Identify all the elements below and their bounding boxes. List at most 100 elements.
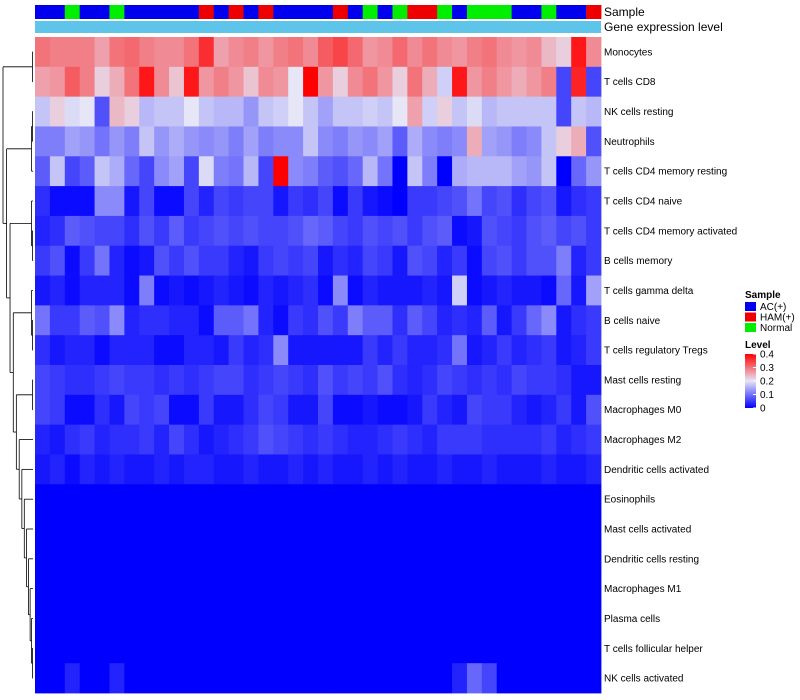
heatmap-cell	[228, 424, 244, 455]
heatmap-cell	[511, 484, 527, 515]
heatmap-cell	[556, 543, 572, 575]
heatmap-cell	[243, 633, 259, 664]
heatmap-cell	[258, 186, 274, 217]
heatmap-cell	[109, 484, 125, 515]
heatmap-cell	[213, 156, 230, 187]
row-label: T cells CD4 memory resting	[604, 167, 727, 178]
heatmap-cell	[258, 96, 274, 127]
heatmap-cell	[213, 394, 230, 426]
heatmap-cell	[437, 37, 453, 68]
heatmap-cell	[541, 215, 557, 247]
heatmap-cell	[586, 484, 602, 515]
sample-cell	[154, 5, 170, 19]
heatmap-cell	[556, 305, 572, 336]
heatmap-cell	[392, 96, 408, 127]
heatmap-cell	[154, 663, 170, 694]
heatmap-cell	[318, 275, 334, 306]
heatmap-cell	[481, 126, 498, 157]
heatmap-cell	[377, 663, 393, 694]
heatmap-cell	[169, 543, 185, 575]
heatmap-cell	[422, 37, 438, 68]
heatmap-cell	[79, 66, 95, 98]
heatmap-cell	[318, 454, 334, 485]
heatmap-cell	[541, 424, 557, 455]
heatmap-cell	[437, 454, 453, 485]
heatmap-cell	[481, 37, 498, 68]
heatmap-cell	[139, 663, 155, 694]
heatmap-cell	[407, 186, 423, 217]
sample-cell	[288, 5, 304, 19]
heatmap-cell	[481, 245, 498, 276]
heatmap-cell	[94, 305, 110, 336]
heatmap-cell	[49, 126, 66, 157]
heatmap-cell	[79, 543, 95, 575]
heatmap-cell	[466, 305, 483, 336]
heatmap-cell	[466, 66, 483, 98]
heatmap-cell	[332, 663, 349, 694]
row-label: T cells CD8	[604, 77, 656, 88]
heatmap-cell	[347, 365, 364, 396]
heatmap-cell	[407, 335, 423, 366]
heatmap-cell	[169, 484, 185, 515]
heatmap-cell	[139, 633, 155, 664]
heatmap-cell	[228, 37, 244, 68]
heatmap-cell	[124, 543, 140, 575]
heatmap-cell	[198, 573, 215, 604]
sample-cell	[571, 5, 587, 19]
heatmap-cell	[273, 424, 289, 455]
row-label: Mast cells activated	[604, 525, 691, 536]
heatmap-cell	[124, 573, 140, 604]
sample-annotation-label: Sample	[604, 5, 645, 19]
sample-cell	[198, 5, 215, 19]
heatmap-cell	[109, 454, 125, 485]
heatmap-cell	[198, 454, 215, 485]
heatmap-cell	[35, 126, 51, 157]
heatmap-cell	[377, 603, 393, 634]
heatmap-cell	[377, 96, 393, 127]
row-dendrogram	[2, 51, 33, 679]
heatmap-cell	[362, 394, 378, 426]
heatmap-cell	[243, 37, 259, 68]
heatmap-cell	[273, 603, 289, 634]
heatmap-cell	[422, 126, 438, 157]
heatmap-cell	[347, 186, 364, 217]
heatmap-cell	[183, 335, 200, 366]
heatmap-cell	[332, 633, 349, 664]
heatmap-cell	[228, 484, 244, 515]
heatmap-cell	[213, 305, 230, 336]
heatmap-cell	[571, 215, 587, 247]
heatmap-cell	[332, 96, 349, 127]
heatmap-cell	[228, 96, 244, 127]
heatmap-cell	[332, 484, 349, 515]
heatmap-cell	[526, 156, 542, 187]
heatmap-cell	[288, 394, 304, 426]
expression-annotation-bar	[35, 21, 601, 33]
heatmap-cell	[213, 454, 230, 485]
heatmap-cell	[258, 335, 274, 366]
heatmap-cell	[586, 96, 602, 127]
heatmap-cell	[377, 454, 393, 485]
heatmap-cell	[273, 66, 289, 98]
heatmap-cell	[35, 275, 51, 306]
heatmap-cell	[466, 156, 483, 187]
heatmap-cell	[154, 365, 170, 396]
heatmap-cell	[258, 663, 274, 694]
heatmap-cell	[258, 603, 274, 634]
heatmap-cell	[303, 215, 319, 247]
heatmap-cell	[94, 275, 110, 306]
heatmap-cell	[124, 335, 140, 366]
heatmap-cell	[422, 454, 438, 485]
legend-level-title: Level	[745, 340, 771, 351]
heatmap-cell	[64, 603, 81, 634]
heatmap-cell	[35, 394, 51, 426]
heatmap-cell	[437, 275, 453, 306]
heatmap-cell	[228, 156, 244, 187]
heatmap-cell	[64, 37, 81, 68]
heatmap-cell	[288, 663, 304, 694]
row-label: Dendritic cells resting	[604, 554, 699, 565]
heatmap-cell	[183, 663, 200, 694]
heatmap-cell	[526, 275, 542, 306]
heatmap-cell	[362, 96, 378, 127]
heatmap-cell	[541, 633, 557, 664]
legend-swatch	[745, 323, 756, 332]
